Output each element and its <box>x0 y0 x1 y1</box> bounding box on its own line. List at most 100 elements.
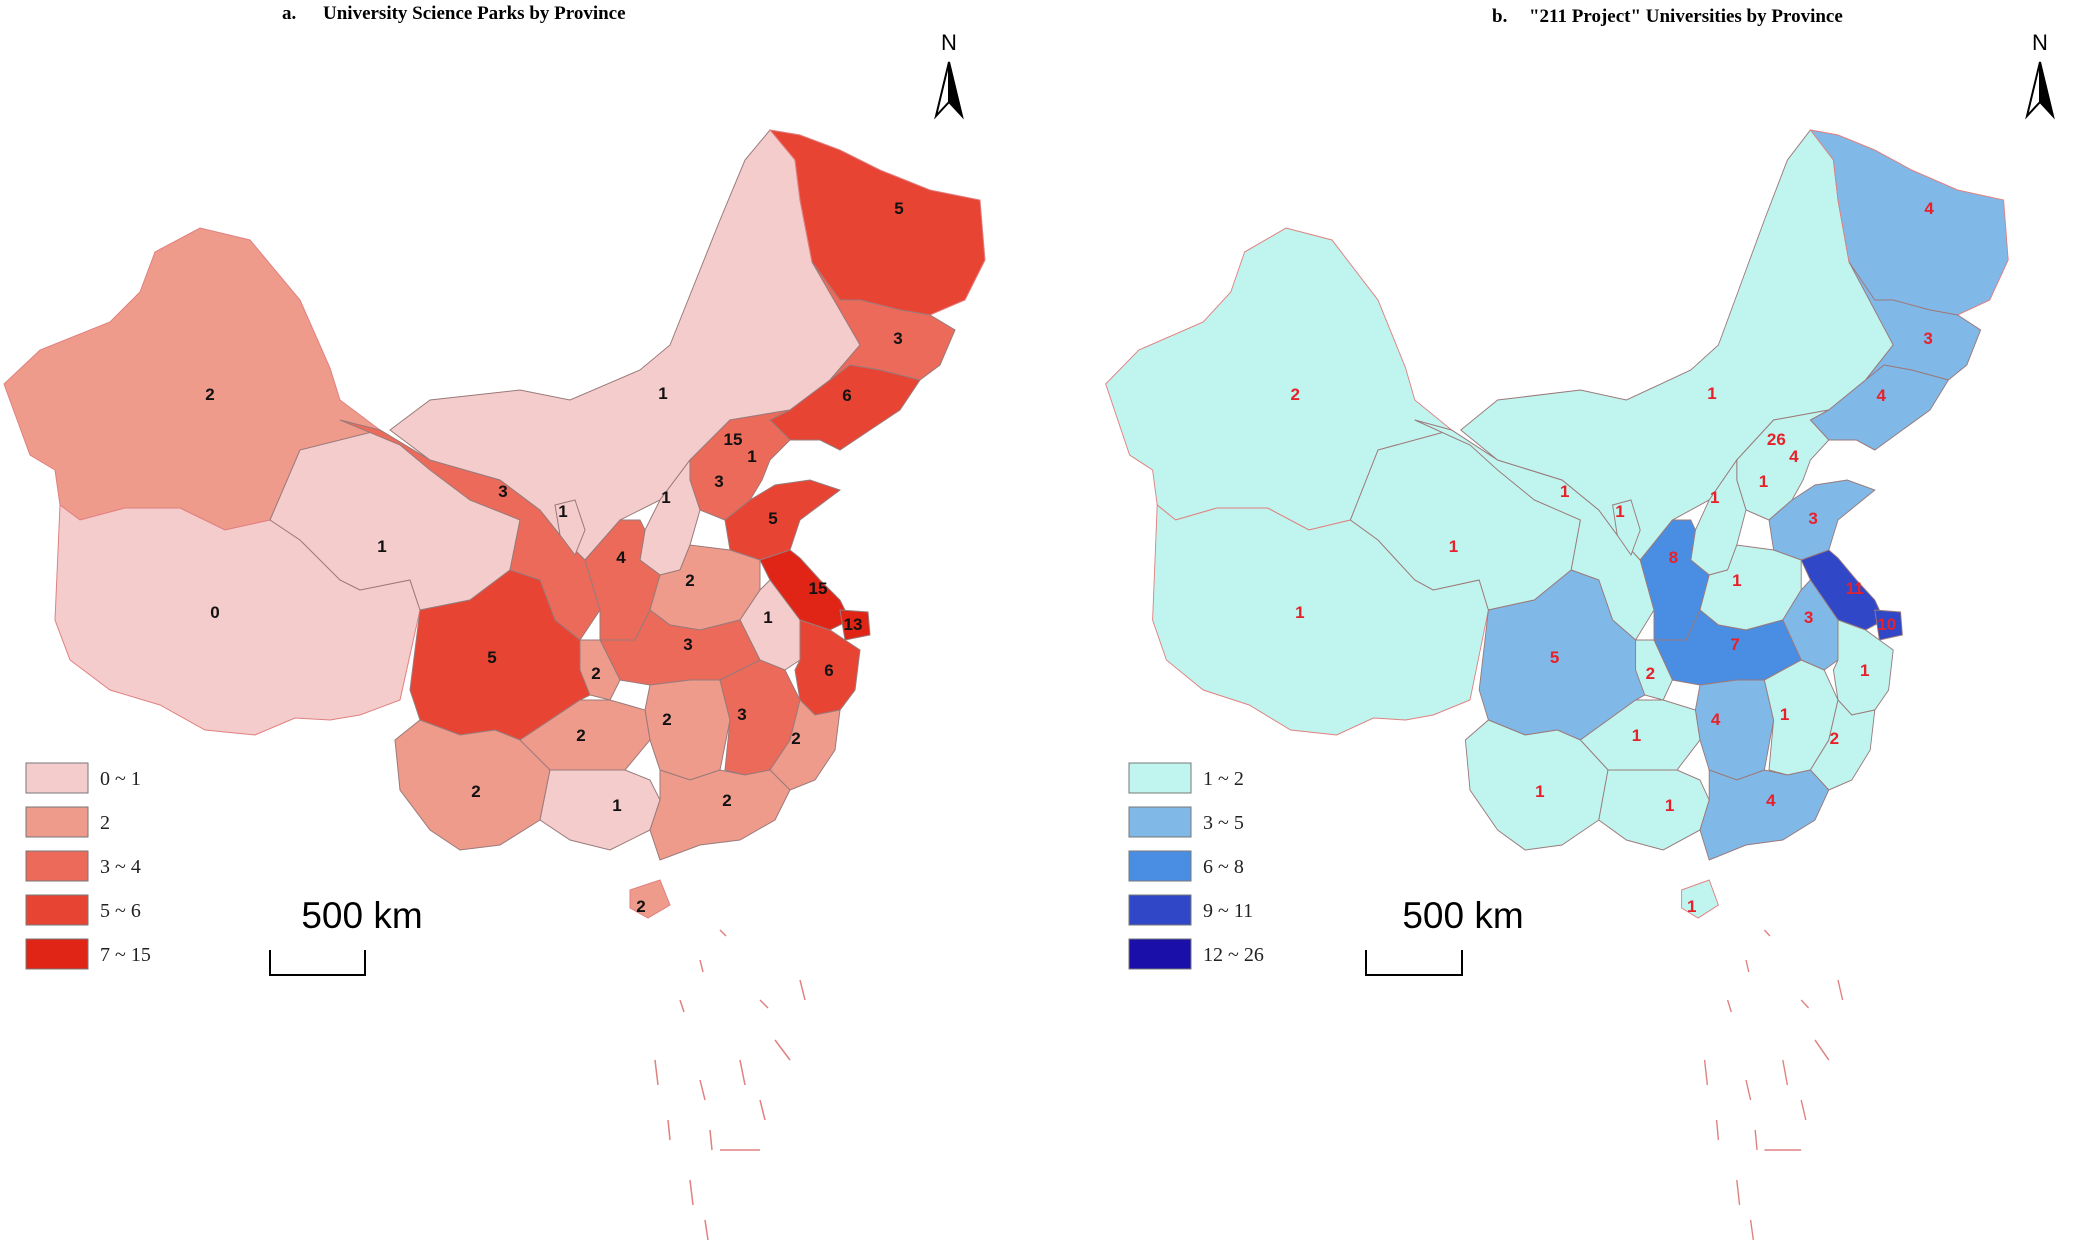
value-label-guizhou: 2 <box>576 726 585 745</box>
island-outline <box>799 979 806 1001</box>
value-label-beijing: 26 <box>1767 430 1786 449</box>
value-label-shanxi: 1 <box>661 488 670 507</box>
value-label-jiangxi: 1 <box>1780 705 1789 724</box>
province-guangxi <box>539 769 661 851</box>
value-label-guangxi: 1 <box>1665 796 1674 815</box>
value-label-hunan: 4 <box>1711 710 1721 729</box>
island-outline <box>1800 1099 1807 1121</box>
island-outline <box>654 1059 659 1086</box>
value-label-jiangsu: 15 <box>809 579 828 598</box>
value-label-sichuan: 5 <box>487 648 496 667</box>
island-outline <box>709 1129 713 1151</box>
map-title: "211 Project" Universities by Province <box>1529 6 1843 27</box>
scale-bar: 500 km <box>269 895 423 976</box>
scale-bar-label: 500 km <box>301 895 422 936</box>
value-label-jiangxi: 3 <box>737 705 746 724</box>
south-sea-islands <box>654 929 806 1241</box>
value-label-ningxia: 1 <box>1615 502 1624 521</box>
island-outline <box>1782 1059 1789 1086</box>
value-label-shandong: 5 <box>768 509 777 528</box>
science-parks-map: a. University Science Parks by Province … <box>3 3 986 1241</box>
value-label-anhui: 3 <box>1804 608 1813 627</box>
island-outline <box>1736 1179 1741 1206</box>
legend-label: 12 ~ 26 <box>1203 944 1264 966</box>
map-legend: 1 ~ 2 3 ~ 5 6 ~ 8 9 ~ 11 12 ~ 26 <box>1128 762 1264 970</box>
legend-swatch <box>1128 938 1192 970</box>
province-guangxi <box>1598 769 1710 851</box>
legend-swatch <box>25 850 89 882</box>
value-label-beijing: 15 <box>724 430 743 449</box>
island-outline <box>1745 1079 1752 1101</box>
value-label-hubei: 7 <box>1730 635 1739 654</box>
value-label-zhejiang: 1 <box>1860 661 1869 680</box>
island-outline <box>1800 999 1810 1009</box>
legend-label: 0 ~ 1 <box>100 768 141 790</box>
value-label-tianjin: 1 <box>747 447 756 466</box>
province-shanghai <box>839 609 871 641</box>
value-label-hubei: 3 <box>683 635 692 654</box>
legend-label: 3 ~ 4 <box>100 856 141 878</box>
island-outline <box>699 959 704 973</box>
island-outline <box>759 1099 766 1121</box>
value-label-chongqing: 2 <box>591 664 600 683</box>
province-shanghai <box>1874 609 1903 641</box>
legend-swatch <box>25 806 89 838</box>
universities-211-map: b. "211 Project" Universities by Provinc… <box>1105 6 2055 1241</box>
legend-label: 9 ~ 11 <box>1203 900 1253 922</box>
value-label-anhui: 1 <box>763 608 772 627</box>
island-outline <box>1715 1119 1720 1141</box>
value-label-inner-mongolia: 1 <box>1707 384 1716 403</box>
value-label-qinghai: 1 <box>377 537 386 556</box>
value-label-fujian: 2 <box>791 729 800 748</box>
value-label-henan: 2 <box>685 571 694 590</box>
province-guangdong <box>1699 769 1830 861</box>
island-outline <box>759 999 769 1009</box>
value-label-hunan: 2 <box>662 710 671 729</box>
province-hainan <box>629 879 671 919</box>
province-hunan <box>644 679 731 781</box>
legend-swatch <box>25 938 89 970</box>
value-label-chongqing: 2 <box>1646 664 1655 683</box>
province-yunnan <box>1464 719 1609 851</box>
legend-swatch <box>1128 850 1192 882</box>
value-label-jiangsu: 11 <box>1846 579 1864 598</box>
value-label-tibet: 0 <box>210 603 219 622</box>
island-outline <box>1726 999 1732 1013</box>
value-label-shaanxi: 8 <box>1669 548 1678 567</box>
north-arrow-label: N <box>941 30 957 55</box>
island-outline <box>679 999 685 1013</box>
island-outline <box>1745 959 1750 973</box>
province-hunan <box>1694 679 1775 781</box>
legend-swatch <box>1128 806 1192 838</box>
province-fujian <box>769 699 841 791</box>
value-label-heilongjiang: 5 <box>894 199 903 218</box>
value-label-yunnan: 1 <box>1535 782 1544 801</box>
value-label-hainan: 1 <box>1687 897 1696 916</box>
legend-label: 2 <box>100 812 110 834</box>
map-panel-science-parks: a. University Science Parks by Province … <box>0 0 1037 1254</box>
map-title-letter: a. <box>282 3 296 24</box>
legend-label: 7 ~ 15 <box>100 944 151 966</box>
value-label-shandong: 3 <box>1808 509 1817 528</box>
legend-swatch <box>1128 762 1192 794</box>
island-outline <box>719 929 727 937</box>
value-label-shanghai: 10 <box>1877 615 1896 634</box>
province-regions <box>3 129 986 919</box>
scale-bar-label: 500 km <box>1402 895 1523 936</box>
value-label-hebei: 1 <box>1759 472 1768 491</box>
value-label-guizhou: 1 <box>1632 726 1641 745</box>
value-label-tianjin: 4 <box>1789 447 1799 466</box>
province-heilongjiang <box>1809 129 2009 316</box>
province-yunnan <box>394 719 551 851</box>
map-panel-211-universities: b. "211 Project" Universities by Provinc… <box>1037 0 2074 1254</box>
value-label-gansu: 3 <box>498 482 507 501</box>
value-label-zhejiang: 6 <box>824 661 833 680</box>
value-label-heilongjiang: 4 <box>1924 199 1934 218</box>
value-label-shanghai: 13 <box>844 615 863 634</box>
map-title-letter: b. <box>1492 6 1507 27</box>
value-label-henan: 1 <box>1732 571 1741 590</box>
value-label-guangdong: 2 <box>722 791 731 810</box>
island-outline <box>667 1119 671 1141</box>
value-label-hebei: 3 <box>714 472 723 491</box>
